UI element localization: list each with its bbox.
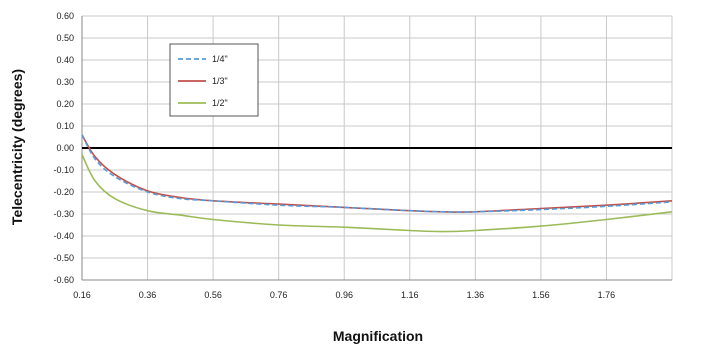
legend-box [169,43,259,117]
x-tick-label: 0.36 [139,290,157,300]
x-tick-label: 0.56 [204,290,222,300]
y-tick-label: 0.10 [56,121,74,131]
legend-label-1: 1/4" [212,54,228,64]
x-tick-label: 1.56 [532,290,550,300]
y-tick-label: 0.20 [56,99,74,109]
x-tick-label: 0.96 [335,290,353,300]
x-tick-label: 1.76 [598,290,616,300]
y-tick-label: -0.50 [53,253,74,263]
legend-label-3: 1/2" [212,98,228,108]
series-line-1 [81,134,673,213]
y-axis-title: Telecentricity (degrees) [9,69,25,225]
x-tick-label: 1.36 [467,290,485,300]
y-tick-label: -0.30 [53,209,74,219]
y-tick-label: 0.40 [56,55,74,65]
y-tick-label: 0.00 [56,143,74,153]
x-tick-label: 0.16 [73,290,91,300]
y-tick-label: 0.60 [56,11,74,21]
x-tick-label: 0.76 [270,290,288,300]
y-tick-label: -0.40 [53,231,74,241]
y-tick-label: -0.60 [53,275,74,285]
y-tick-label: -0.10 [53,165,74,175]
legend-label-2: 1/3" [212,76,228,86]
y-tick-label: -0.20 [53,187,74,197]
x-tick-label: 1.16 [401,290,419,300]
series-line-2 [81,134,673,213]
axes: 0.60 0.50 0.40 0.30 0.20 0.10 0.00 -0.10 -0.20 -0… [53,11,672,300]
series-line-3 [81,154,673,233]
series-lines [81,134,673,233]
y-tick-label: 0.50 [56,33,74,43]
x-axis-title: Magnification [333,328,423,344]
legend: 1/4" 1/3" 1/2" [169,43,259,117]
y-tick-label: 0.30 [56,77,74,87]
